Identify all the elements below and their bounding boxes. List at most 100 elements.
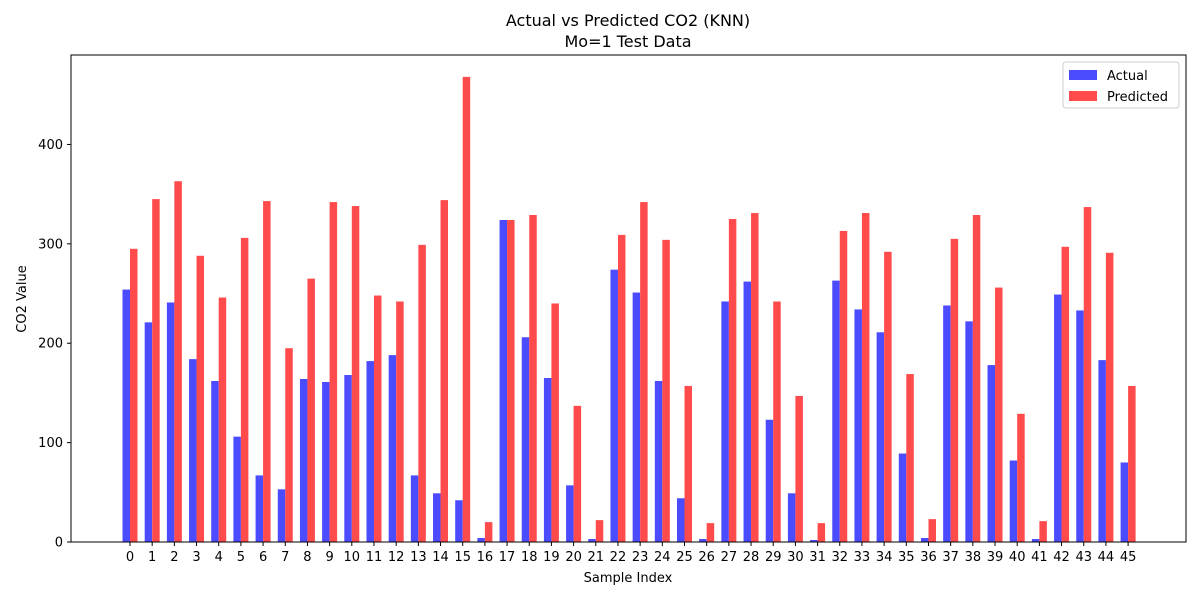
x-tick-label-40: 40 [1009,550,1026,565]
bar-actual-9 [322,381,330,542]
y-tick-label-200: 200 [38,337,63,352]
x-tick-label-21: 21 [588,550,605,565]
chart-subtitle: Mo=1 Test Data [564,32,691,51]
bar-actual-27 [721,301,729,542]
bar-predicted-12 [396,301,404,542]
x-axis-label: Sample Index [584,571,673,586]
bar-actual-24 [654,380,663,542]
legend-label-predicted: Predicted [1107,90,1168,105]
x-tick-label-31: 31 [809,550,826,565]
x-tick-label-4: 4 [215,550,223,565]
bar-predicted-13 [418,244,426,542]
bar-actual-23 [632,292,641,542]
bar-predicted-21 [595,520,604,542]
bar-actual-40 [1009,460,1018,542]
x-tick-label-14: 14 [432,550,449,565]
bar-actual-18 [521,337,530,542]
y-tick-label-300: 300 [38,237,63,252]
bar-predicted-2 [174,181,182,542]
bar-predicted-28 [751,213,759,542]
bar-predicted-26 [706,523,715,542]
bar-predicted-32 [839,230,848,543]
bar-actual-0 [122,289,130,542]
bar-actual-2 [166,302,175,542]
bar-predicted-6 [263,201,271,542]
bar-actual-19 [543,378,552,542]
bar-predicted-31 [817,523,826,542]
x-tick-label-44: 44 [1098,550,1115,565]
x-tick-label-45: 45 [1120,550,1137,565]
x-tick-label-6: 6 [259,550,267,565]
x-tick-label-2: 2 [170,550,178,565]
bar-actual-44 [1098,360,1106,542]
bar-actual-42 [1054,294,1062,542]
bar-actual-20 [566,485,574,542]
legend: Actual Predicted [1062,61,1180,109]
bar-actual-10 [344,375,352,542]
bar-predicted-40 [1017,413,1025,542]
x-tick-label-3: 3 [192,550,200,565]
bar-actual-15 [455,500,463,542]
bar-actual-39 [987,365,996,542]
bar-predicted-37 [950,238,959,542]
bar-predicted-38 [972,215,981,542]
x-tick-label-11: 11 [366,550,383,565]
legend-swatch-predicted [1069,91,1097,101]
bar-actual-38 [965,321,973,542]
bar-actual-16 [477,538,485,542]
bar-predicted-41 [1039,521,1047,542]
bar-actual-21 [588,539,596,542]
bar-actual-25 [677,498,685,542]
x-tick-label-10: 10 [344,550,361,565]
x-tick-label-29: 29 [765,550,782,565]
bar-predicted-11 [373,295,382,542]
plot-area: 0 1 2 3 4 5 6 7 8 9 10 11 12 13 14 15 16 17 18 19 20 21 22 23 24… [38,54,1187,565]
bar-actual-32 [832,280,840,542]
x-tick-label-7: 7 [281,550,289,565]
y-tick-label-100: 100 [38,436,63,451]
bar-predicted-19 [551,303,559,542]
x-tick-label-32: 32 [831,550,848,565]
bar-actual-14 [433,493,441,542]
bar-actual-4 [211,380,219,542]
bar-actual-1 [144,322,153,542]
x-tick-label-27: 27 [721,550,738,565]
bar-predicted-30 [795,395,803,542]
x-tick-label-37: 37 [942,550,959,565]
bar-predicted-45 [1128,385,1136,542]
bar-predicted-42 [1061,246,1070,542]
bar-predicted-16 [484,522,493,542]
bar-actual-31 [810,540,818,542]
x-tick-label-43: 43 [1075,550,1092,565]
x-tick-label-8: 8 [303,550,311,565]
bar-actual-41 [1031,539,1040,542]
bar-actual-28 [743,281,752,542]
x-tick-label-34: 34 [876,550,893,565]
legend-swatch-actual [1069,70,1097,80]
x-tick-label-9: 9 [325,550,333,565]
bar-predicted-0 [130,248,138,542]
x-tick-label-35: 35 [898,550,915,565]
x-tick-label-25: 25 [676,550,693,565]
bar-actual-45 [1120,462,1129,542]
x-tick-label-1: 1 [148,550,156,565]
bar-predicted-23 [640,202,648,542]
bar-actual-43 [1076,310,1084,542]
bar-predicted-7 [285,348,293,542]
x-tick-label-30: 30 [787,550,804,565]
x-tick-label-38: 38 [965,550,982,565]
bar-predicted-25 [684,385,692,542]
x-tick-label-13: 13 [410,550,427,565]
bar-predicted-15 [462,76,471,543]
bar-predicted-4 [218,297,227,542]
x-tick-label-42: 42 [1053,550,1070,565]
bar-predicted-24 [662,239,670,543]
bar-actual-33 [854,309,862,542]
bar-actual-12 [388,355,397,542]
bar-predicted-9 [329,202,338,542]
x-tick-label-15: 15 [454,550,471,565]
x-tick-label-28: 28 [743,550,760,565]
bar-predicted-17 [507,219,515,543]
bar-actual-11 [366,361,374,542]
